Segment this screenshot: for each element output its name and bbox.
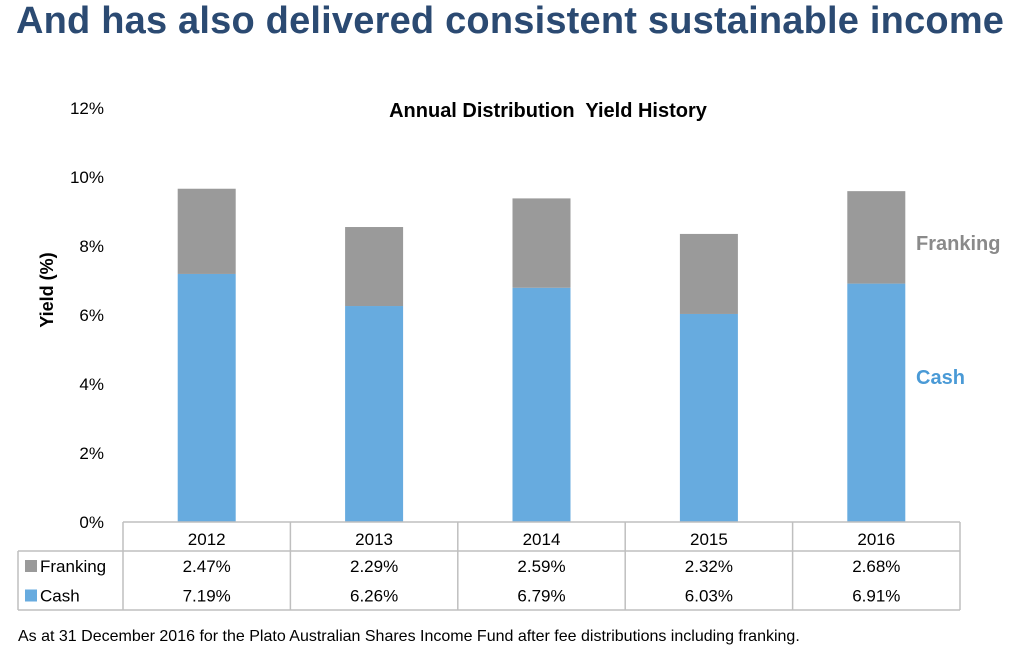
x-category-label: 2013 xyxy=(355,530,393,549)
table-row-label: Franking xyxy=(40,557,106,576)
y-tick-label: 4% xyxy=(79,375,104,394)
x-category-label: 2016 xyxy=(857,530,895,549)
footnote: As at 31 December 2016 for the Plato Aus… xyxy=(18,628,800,645)
bar-franking-2015 xyxy=(679,233,738,314)
y-tick-label: 12% xyxy=(70,99,104,118)
table-row-label: Cash xyxy=(40,587,80,606)
y-axis-title: Yield (%) xyxy=(37,252,57,327)
legend-swatch-cash xyxy=(25,589,37,602)
table-cell-value: 6.91% xyxy=(852,587,900,606)
table-cell-value: 2.47% xyxy=(183,557,231,576)
x-category-label: 2012 xyxy=(188,530,226,549)
bar-franking-2014 xyxy=(512,198,571,288)
bar-cash-2016 xyxy=(847,283,906,522)
table-cell-value: 6.79% xyxy=(517,587,565,606)
y-axis-ticks: 0% 2% 4% 6% 8% 10% 12% xyxy=(70,99,104,532)
y-tick-label: 8% xyxy=(79,237,104,256)
chart-title: Annual Distribution Yield History xyxy=(389,100,708,122)
slide-title: And has also delivered consistent sustai… xyxy=(16,0,1005,42)
x-category-label: 2015 xyxy=(690,530,728,549)
franking-series-label: Franking xyxy=(916,233,1000,255)
table-cell-value: 6.26% xyxy=(350,587,398,606)
y-tick-label: 0% xyxy=(79,513,104,532)
table-cell-value: 6.03% xyxy=(685,587,733,606)
y-tick-label: 10% xyxy=(70,168,104,187)
data-table: 2012 2013 2014 2015 2016 Franking 2.47% 2.29% 2.… xyxy=(17,521,961,611)
bar-cash-2015 xyxy=(679,313,738,522)
table-cell-value: 7.19% xyxy=(183,587,231,606)
bar-franking-2012 xyxy=(177,188,236,274)
table-cell-value: 2.32% xyxy=(685,557,733,576)
y-tick-label: 2% xyxy=(79,444,104,463)
bar-cash-2012 xyxy=(177,273,236,522)
bar-cash-2013 xyxy=(345,306,404,522)
table-cell-value: 2.59% xyxy=(517,557,565,576)
y-tick-label: 6% xyxy=(79,306,104,325)
x-category-label: 2014 xyxy=(523,530,561,549)
bars-group xyxy=(177,188,906,522)
legend-swatch-franking xyxy=(25,560,37,572)
table-cell-value: 2.29% xyxy=(350,557,398,576)
cash-series-label: Cash xyxy=(916,367,965,389)
bar-franking-2016 xyxy=(847,191,906,284)
bar-cash-2014 xyxy=(512,287,571,522)
table-cell-value: 2.68% xyxy=(852,557,900,576)
bar-franking-2013 xyxy=(345,227,404,307)
